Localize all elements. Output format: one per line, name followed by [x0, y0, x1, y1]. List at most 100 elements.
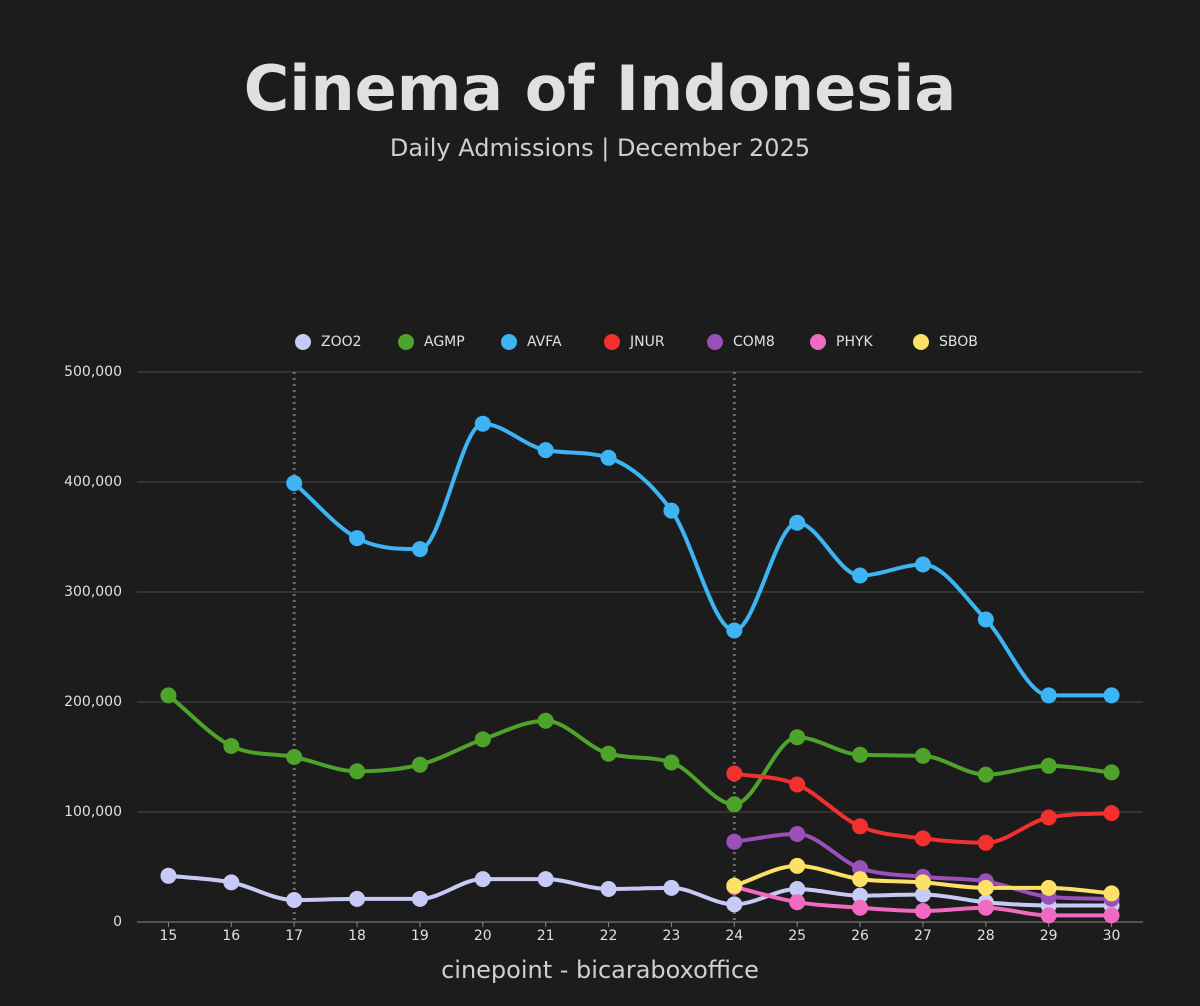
- data-point: [914, 830, 931, 847]
- data-point: [914, 886, 931, 903]
- data-point: [286, 749, 303, 765]
- data-point: [1103, 764, 1120, 781]
- data-point: [977, 611, 994, 628]
- data-point: [977, 766, 994, 783]
- chart-subtitle: Daily Admissions | December 2025: [390, 134, 810, 162]
- series-line: [292, 421, 1112, 698]
- data-point: [663, 502, 680, 519]
- data-point: [411, 541, 428, 558]
- legend-swatch: [913, 334, 929, 350]
- y-tick-label: 0: [113, 914, 122, 930]
- data-point: [789, 826, 806, 842]
- data-point: [726, 796, 743, 813]
- legend-swatch: [810, 334, 826, 350]
- data-point: [1103, 885, 1120, 902]
- data-point: [474, 871, 491, 888]
- data-point: [474, 415, 491, 432]
- x-tick-label: 22: [600, 928, 618, 944]
- data-point: [789, 857, 806, 874]
- x-tick-label: 16: [222, 928, 240, 944]
- x-tick-label: 26: [851, 928, 869, 944]
- data-point: [789, 894, 806, 911]
- data-point: [977, 879, 994, 896]
- y-tick-label: 100,000: [64, 804, 122, 820]
- data-point: [977, 834, 994, 851]
- data-point: [789, 514, 806, 531]
- y-tick-label: 400,000: [64, 474, 122, 490]
- data-point: [1103, 805, 1120, 822]
- legend-label: PHYK: [836, 334, 874, 350]
- x-tick-label: 28: [977, 928, 995, 944]
- data-point: [411, 756, 428, 773]
- data-point: [1040, 809, 1057, 826]
- data-point: [600, 449, 617, 466]
- data-point: [726, 896, 743, 913]
- data-point: [349, 890, 366, 907]
- data-point: [349, 530, 366, 547]
- data-point: [1040, 879, 1057, 896]
- data-point: [160, 687, 177, 704]
- source: cinepoint - bicaraboxoffice: [441, 956, 759, 984]
- data-point: [914, 874, 931, 891]
- legend-label: ZOO2: [321, 334, 362, 350]
- y-tick-label: 300,000: [64, 584, 122, 600]
- x-tick-label: 21: [537, 928, 555, 944]
- data-point: [286, 475, 303, 492]
- data-point: [537, 712, 554, 729]
- data-point: [223, 874, 240, 891]
- legend-swatch: [604, 334, 620, 350]
- data-point: [1040, 687, 1057, 704]
- data-point: [852, 871, 869, 888]
- y-tick-label: 200,000: [64, 694, 122, 710]
- data-point: [1040, 757, 1057, 774]
- data-point: [349, 763, 366, 780]
- series-line: [168, 873, 1112, 908]
- x-tick-label: 27: [914, 928, 932, 944]
- data-point: [474, 731, 491, 748]
- data-point: [663, 754, 680, 771]
- legend-swatch: [501, 334, 517, 350]
- data-point: [663, 879, 680, 896]
- chart-title: Cinema of Indonesia: [244, 52, 957, 125]
- data-point: [914, 556, 931, 573]
- data-point: [537, 871, 554, 888]
- x-tick-label: 18: [348, 928, 366, 944]
- x-tick-label: 25: [788, 928, 806, 944]
- x-tick-label: 23: [663, 928, 681, 944]
- legend-label: JNUR: [629, 334, 665, 350]
- data-point: [1103, 687, 1120, 704]
- data-point: [789, 881, 806, 897]
- x-tick-label: 20: [474, 928, 492, 944]
- data-point: [852, 818, 869, 835]
- data-point: [1103, 907, 1120, 924]
- data-point: [726, 765, 743, 782]
- data-point: [286, 892, 303, 908]
- data-point: [411, 890, 428, 907]
- x-tick-label: 24: [725, 928, 743, 944]
- data-point: [789, 776, 806, 793]
- y-tick-label: 500,000: [64, 364, 122, 380]
- data-point: [537, 442, 554, 459]
- data-point: [852, 887, 869, 904]
- data-point: [223, 738, 240, 754]
- x-tick-label: 15: [160, 928, 178, 944]
- data-point: [726, 622, 743, 639]
- data-point: [852, 860, 869, 877]
- data-point: [914, 903, 931, 919]
- x-tick-label: 19: [411, 928, 429, 944]
- legend-label: COM8: [733, 334, 775, 350]
- legend-label: AGMP: [424, 334, 465, 350]
- data-point: [600, 881, 617, 897]
- data-point: [914, 747, 931, 764]
- data-point: [726, 877, 743, 894]
- legend-label: SBOB: [939, 334, 978, 350]
- data-point: [852, 567, 869, 584]
- legend-swatch: [398, 334, 414, 350]
- data-point: [852, 899, 869, 916]
- legend-label: AVFA: [527, 334, 562, 350]
- data-point: [726, 833, 743, 850]
- data-point: [600, 745, 617, 762]
- legend-swatch: [707, 334, 723, 350]
- data-point: [789, 729, 806, 746]
